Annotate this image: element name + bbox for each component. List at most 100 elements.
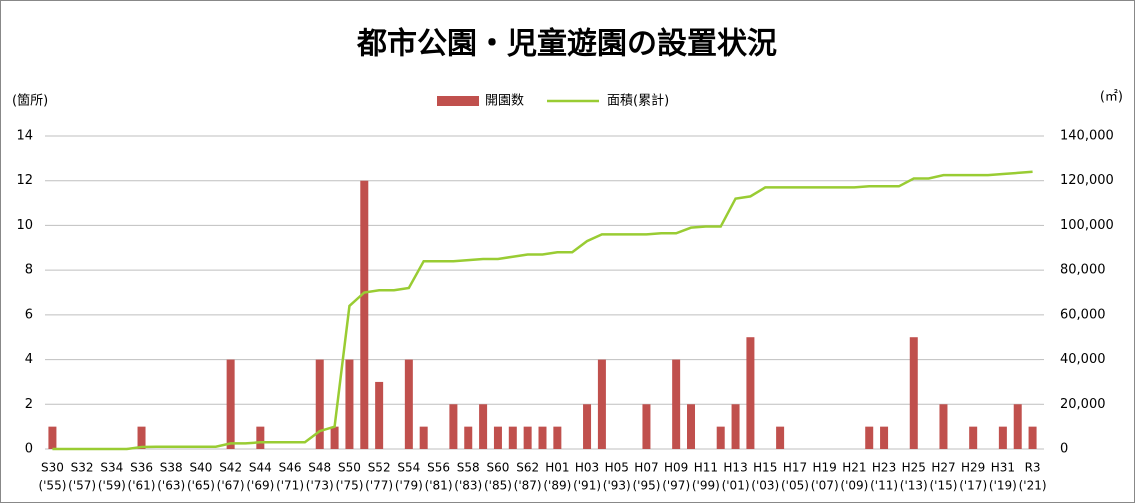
x-tick-label: S46 — [279, 461, 302, 475]
x-tick-label-year: ('73) — [306, 479, 334, 493]
x-tick-label: H07 — [634, 461, 658, 475]
y-tick-label: 8 — [25, 263, 33, 278]
x-tick-label: H11 — [694, 461, 718, 475]
bar — [939, 404, 948, 449]
bar — [345, 359, 354, 449]
x-tick-label-year: ('15) — [930, 479, 958, 493]
legend-swatch — [437, 96, 479, 106]
y2-tick-label: 20,000 — [1060, 397, 1106, 412]
bar — [464, 426, 473, 449]
x-tick-label-year: ('63) — [157, 479, 185, 493]
x-tick-label: H21 — [842, 461, 866, 475]
x-tick-label-year: ('61) — [128, 479, 156, 493]
legend-label: 開園数 — [485, 94, 524, 109]
bar — [880, 426, 889, 449]
y-axis-label: (箇所) — [12, 93, 48, 109]
x-tick-label: H03 — [575, 461, 599, 475]
bar — [969, 426, 978, 449]
x-tick-label-year: ('75) — [335, 479, 363, 493]
x-tick-label: S34 — [100, 461, 123, 475]
chart-title: 都市公園・児童遊園の設置状況 — [356, 27, 777, 62]
x-tick-label-year: ('59) — [98, 479, 126, 493]
x-tick-label-year: ('89) — [543, 479, 571, 493]
x-tick-label-year: ('03) — [751, 479, 779, 493]
x-tick-label-year: ('55) — [38, 479, 66, 493]
y-tick-label: 14 — [16, 129, 33, 144]
x-tick-label: S44 — [249, 461, 272, 475]
x-tick-label: S32 — [71, 461, 94, 475]
y2-tick-label: 140,000 — [1060, 129, 1114, 144]
y2-tick-label: 100,000 — [1060, 218, 1114, 233]
x-tick-label-year: ('87) — [514, 479, 542, 493]
x-tick-label: S60 — [487, 461, 510, 475]
x-tick-label-year: ('67) — [217, 479, 245, 493]
x-tick-label-year: ('71) — [276, 479, 304, 493]
bar — [746, 337, 755, 449]
bar — [716, 426, 725, 449]
y-tick-label: 0 — [25, 442, 33, 457]
x-tick-label-year: ('97) — [662, 479, 690, 493]
bar — [523, 426, 532, 449]
x-tick-label-year: ('91) — [573, 479, 601, 493]
x-tick-label: S62 — [516, 461, 539, 475]
bar — [375, 381, 384, 449]
x-tick-label-year: ('21) — [1019, 479, 1047, 493]
x-tick-label-year: ('17) — [959, 479, 987, 493]
y-tick-label: 6 — [25, 307, 33, 322]
x-tick-label: S48 — [308, 461, 331, 475]
y-tick-label: 12 — [16, 173, 33, 188]
x-tick-label-year: ('99) — [692, 479, 720, 493]
bar — [256, 426, 265, 449]
bar — [360, 180, 369, 449]
x-tick-label: S54 — [397, 461, 420, 475]
y2-axis-label: (㎡) — [1100, 90, 1123, 105]
bar — [508, 426, 517, 449]
bar — [137, 426, 146, 449]
x-tick-label-year: ('07) — [811, 479, 839, 493]
x-tick-label: S52 — [368, 461, 391, 475]
bar — [642, 404, 651, 449]
x-tick-label-year: ('11) — [870, 479, 898, 493]
x-tick-label: H13 — [723, 461, 747, 475]
legend-label: 面積(累計) — [607, 93, 669, 109]
bar — [865, 426, 874, 449]
bar — [226, 359, 235, 449]
bar — [1028, 426, 1037, 449]
y-tick-label: 4 — [25, 352, 33, 367]
x-tick-label-year: ('05) — [781, 479, 809, 493]
y2-tick-label: 0 — [1060, 442, 1068, 457]
bar — [479, 404, 488, 449]
bar — [731, 404, 740, 449]
x-tick-label: S36 — [130, 461, 153, 475]
x-tick-label: S50 — [338, 461, 361, 475]
y-tick-label: 10 — [16, 218, 33, 233]
bar — [538, 426, 547, 449]
y-tick-label: 2 — [25, 397, 33, 412]
bar — [449, 404, 458, 449]
bar — [404, 359, 413, 449]
x-tick-label-year: ('01) — [722, 479, 750, 493]
x-tick-label: H17 — [783, 461, 807, 475]
y2-tick-label: 60,000 — [1060, 307, 1106, 322]
x-tick-label: S30 — [41, 461, 64, 475]
y2-tick-label: 80,000 — [1060, 263, 1106, 278]
x-tick-label-year: ('09) — [840, 479, 868, 493]
bar — [493, 426, 502, 449]
bar — [909, 337, 918, 449]
bar — [1013, 404, 1022, 449]
x-tick-label: H27 — [931, 461, 955, 475]
bar — [597, 359, 606, 449]
x-tick-label: H05 — [605, 461, 629, 475]
bar — [48, 426, 57, 449]
x-tick-label: H31 — [991, 461, 1015, 475]
x-tick-label-year: ('77) — [365, 479, 393, 493]
bar — [553, 426, 562, 449]
bar — [687, 404, 696, 449]
x-tick-label-year: ('79) — [395, 479, 423, 493]
x-tick-label-year: ('83) — [454, 479, 482, 493]
x-tick-label: S56 — [427, 461, 450, 475]
x-tick-label: S58 — [457, 461, 480, 475]
bar — [330, 426, 339, 449]
x-tick-label: H01 — [545, 461, 569, 475]
